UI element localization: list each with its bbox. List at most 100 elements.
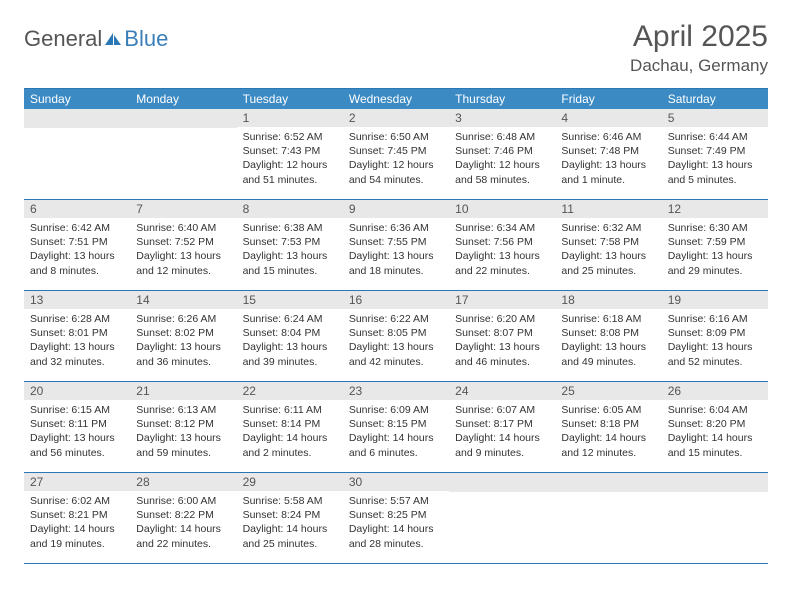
daylight-text: Daylight: 13 hours and 49 minutes. bbox=[561, 340, 655, 368]
daylight-text: Daylight: 13 hours and 5 minutes. bbox=[668, 158, 762, 186]
header: General Blue April 2025 Dachau, Germany bbox=[24, 20, 768, 76]
day-number: 23 bbox=[343, 382, 449, 400]
day-number: 20 bbox=[24, 382, 130, 400]
day-number: 2 bbox=[343, 109, 449, 127]
daylight-text: Daylight: 13 hours and 46 minutes. bbox=[455, 340, 549, 368]
sunset-text: Sunset: 7:58 PM bbox=[561, 235, 655, 249]
daylight-text: Daylight: 14 hours and 9 minutes. bbox=[455, 431, 549, 459]
day-cell: 28Sunrise: 6:00 AMSunset: 8:22 PMDayligh… bbox=[130, 473, 236, 563]
day-cell: 30Sunrise: 5:57 AMSunset: 8:25 PMDayligh… bbox=[343, 473, 449, 563]
logo-sail-icon bbox=[104, 32, 122, 46]
daylight-text: Daylight: 14 hours and 22 minutes. bbox=[136, 522, 230, 550]
day-details: Sunrise: 6:30 AMSunset: 7:59 PMDaylight:… bbox=[662, 218, 768, 284]
sunrise-text: Sunrise: 6:36 AM bbox=[349, 221, 443, 235]
day-number: 9 bbox=[343, 200, 449, 218]
week-row: 13Sunrise: 6:28 AMSunset: 8:01 PMDayligh… bbox=[24, 291, 768, 382]
sunset-text: Sunset: 7:43 PM bbox=[243, 144, 337, 158]
day-number: 5 bbox=[662, 109, 768, 127]
weekday-label: Friday bbox=[555, 89, 661, 109]
sunrise-text: Sunrise: 6:30 AM bbox=[668, 221, 762, 235]
logo: General Blue bbox=[24, 20, 168, 52]
daylight-text: Daylight: 12 hours and 51 minutes. bbox=[243, 158, 337, 186]
day-cell: 7Sunrise: 6:40 AMSunset: 7:52 PMDaylight… bbox=[130, 200, 236, 290]
sunset-text: Sunset: 8:14 PM bbox=[243, 417, 337, 431]
sunrise-text: Sunrise: 6:09 AM bbox=[349, 403, 443, 417]
daylight-text: Daylight: 14 hours and 12 minutes. bbox=[561, 431, 655, 459]
sunrise-text: Sunrise: 6:13 AM bbox=[136, 403, 230, 417]
day-number: 17 bbox=[449, 291, 555, 309]
day-number: 12 bbox=[662, 200, 768, 218]
daylight-text: Daylight: 12 hours and 54 minutes. bbox=[349, 158, 443, 186]
day-number: 13 bbox=[24, 291, 130, 309]
day-details: Sunrise: 6:05 AMSunset: 8:18 PMDaylight:… bbox=[555, 400, 661, 466]
location: Dachau, Germany bbox=[630, 56, 768, 76]
day-number: 27 bbox=[24, 473, 130, 491]
sunset-text: Sunset: 8:20 PM bbox=[668, 417, 762, 431]
day-cell: 27Sunrise: 6:02 AMSunset: 8:21 PMDayligh… bbox=[24, 473, 130, 563]
sunset-text: Sunset: 8:11 PM bbox=[30, 417, 124, 431]
sunrise-text: Sunrise: 5:58 AM bbox=[243, 494, 337, 508]
day-cell: 5Sunrise: 6:44 AMSunset: 7:49 PMDaylight… bbox=[662, 109, 768, 199]
day-cell: 12Sunrise: 6:30 AMSunset: 7:59 PMDayligh… bbox=[662, 200, 768, 290]
day-number: 22 bbox=[237, 382, 343, 400]
day-number: 16 bbox=[343, 291, 449, 309]
weekday-label: Sunday bbox=[24, 89, 130, 109]
day-details: Sunrise: 6:26 AMSunset: 8:02 PMDaylight:… bbox=[130, 309, 236, 375]
day-cell: 3Sunrise: 6:48 AMSunset: 7:46 PMDaylight… bbox=[449, 109, 555, 199]
daylight-text: Daylight: 14 hours and 25 minutes. bbox=[243, 522, 337, 550]
day-cell: 4Sunrise: 6:46 AMSunset: 7:48 PMDaylight… bbox=[555, 109, 661, 199]
day-details: Sunrise: 6:16 AMSunset: 8:09 PMDaylight:… bbox=[662, 309, 768, 375]
sunrise-text: Sunrise: 6:15 AM bbox=[30, 403, 124, 417]
sunrise-text: Sunrise: 6:52 AM bbox=[243, 130, 337, 144]
day-cell: 15Sunrise: 6:24 AMSunset: 8:04 PMDayligh… bbox=[237, 291, 343, 381]
day-number: 30 bbox=[343, 473, 449, 491]
sunrise-text: Sunrise: 6:48 AM bbox=[455, 130, 549, 144]
sunset-text: Sunset: 8:08 PM bbox=[561, 326, 655, 340]
day-details: Sunrise: 6:32 AMSunset: 7:58 PMDaylight:… bbox=[555, 218, 661, 284]
sunset-text: Sunset: 7:52 PM bbox=[136, 235, 230, 249]
sunset-text: Sunset: 7:56 PM bbox=[455, 235, 549, 249]
day-number: 6 bbox=[24, 200, 130, 218]
sunset-text: Sunset: 7:53 PM bbox=[243, 235, 337, 249]
daylight-text: Daylight: 14 hours and 19 minutes. bbox=[30, 522, 124, 550]
sunset-text: Sunset: 8:17 PM bbox=[455, 417, 549, 431]
day-number: 7 bbox=[130, 200, 236, 218]
sunrise-text: Sunrise: 6:22 AM bbox=[349, 312, 443, 326]
day-cell bbox=[662, 473, 768, 563]
day-number bbox=[449, 473, 555, 492]
day-number bbox=[555, 473, 661, 492]
sunrise-text: Sunrise: 6:20 AM bbox=[455, 312, 549, 326]
day-number: 24 bbox=[449, 382, 555, 400]
day-cell: 1Sunrise: 6:52 AMSunset: 7:43 PMDaylight… bbox=[237, 109, 343, 199]
day-cell: 18Sunrise: 6:18 AMSunset: 8:08 PMDayligh… bbox=[555, 291, 661, 381]
day-cell: 2Sunrise: 6:50 AMSunset: 7:45 PMDaylight… bbox=[343, 109, 449, 199]
day-details: Sunrise: 5:57 AMSunset: 8:25 PMDaylight:… bbox=[343, 491, 449, 557]
page-title: April 2025 bbox=[630, 20, 768, 54]
day-details: Sunrise: 6:13 AMSunset: 8:12 PMDaylight:… bbox=[130, 400, 236, 466]
day-cell: 25Sunrise: 6:05 AMSunset: 8:18 PMDayligh… bbox=[555, 382, 661, 472]
day-details: Sunrise: 6:22 AMSunset: 8:05 PMDaylight:… bbox=[343, 309, 449, 375]
day-cell: 14Sunrise: 6:26 AMSunset: 8:02 PMDayligh… bbox=[130, 291, 236, 381]
sunset-text: Sunset: 7:55 PM bbox=[349, 235, 443, 249]
sunrise-text: Sunrise: 6:02 AM bbox=[30, 494, 124, 508]
day-cell: 24Sunrise: 6:07 AMSunset: 8:17 PMDayligh… bbox=[449, 382, 555, 472]
day-details: Sunrise: 6:09 AMSunset: 8:15 PMDaylight:… bbox=[343, 400, 449, 466]
day-number: 21 bbox=[130, 382, 236, 400]
daylight-text: Daylight: 14 hours and 15 minutes. bbox=[668, 431, 762, 459]
day-cell bbox=[555, 473, 661, 563]
sunset-text: Sunset: 7:51 PM bbox=[30, 235, 124, 249]
daylight-text: Daylight: 13 hours and 1 minute. bbox=[561, 158, 655, 186]
sunrise-text: Sunrise: 6:50 AM bbox=[349, 130, 443, 144]
day-details: Sunrise: 6:40 AMSunset: 7:52 PMDaylight:… bbox=[130, 218, 236, 284]
day-cell: 17Sunrise: 6:20 AMSunset: 8:07 PMDayligh… bbox=[449, 291, 555, 381]
weekday-label: Thursday bbox=[449, 89, 555, 109]
title-block: April 2025 Dachau, Germany bbox=[630, 20, 768, 76]
sunrise-text: Sunrise: 6:11 AM bbox=[243, 403, 337, 417]
day-details: Sunrise: 6:20 AMSunset: 8:07 PMDaylight:… bbox=[449, 309, 555, 375]
day-details: Sunrise: 5:58 AMSunset: 8:24 PMDaylight:… bbox=[237, 491, 343, 557]
sunrise-text: Sunrise: 6:40 AM bbox=[136, 221, 230, 235]
daylight-text: Daylight: 13 hours and 52 minutes. bbox=[668, 340, 762, 368]
sunset-text: Sunset: 8:04 PM bbox=[243, 326, 337, 340]
day-details: Sunrise: 6:02 AMSunset: 8:21 PMDaylight:… bbox=[24, 491, 130, 557]
sunset-text: Sunset: 8:12 PM bbox=[136, 417, 230, 431]
